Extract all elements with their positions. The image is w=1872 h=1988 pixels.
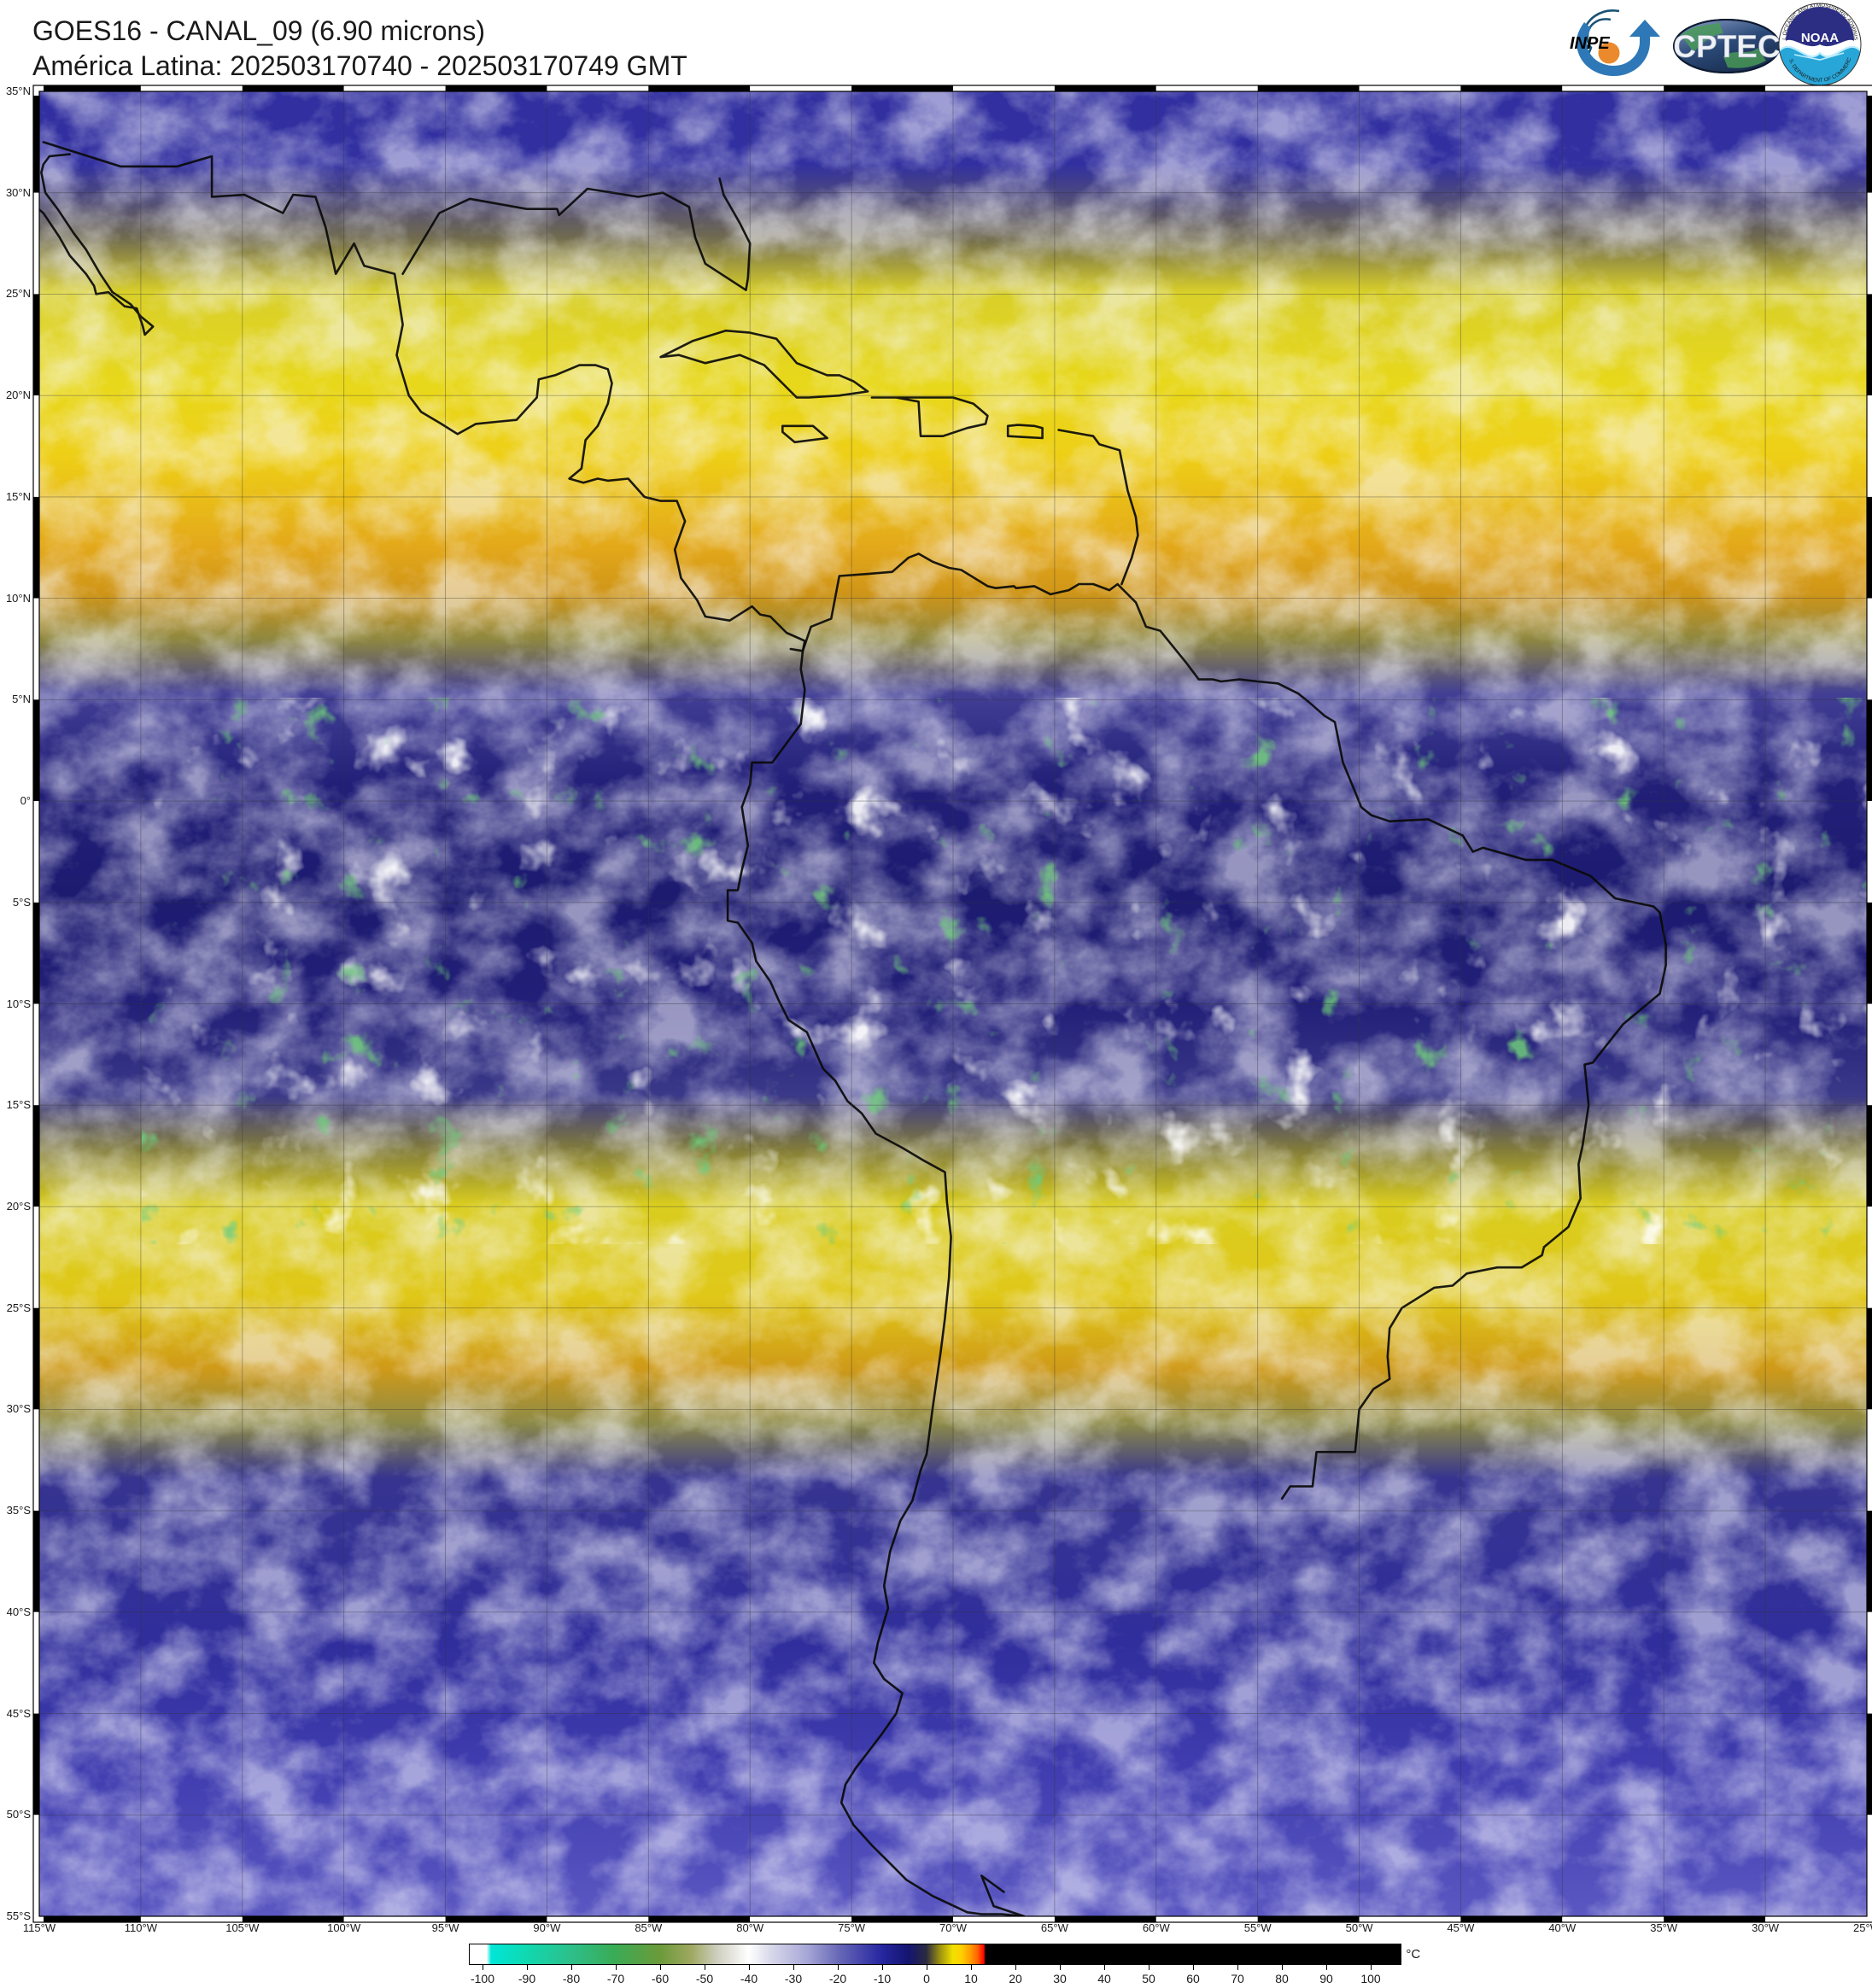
svg-text:CPTEC: CPTEC — [1673, 29, 1780, 64]
svg-text:NOAA: NOAA — [1801, 31, 1839, 45]
svg-text:INPE: INPE — [1570, 34, 1610, 53]
